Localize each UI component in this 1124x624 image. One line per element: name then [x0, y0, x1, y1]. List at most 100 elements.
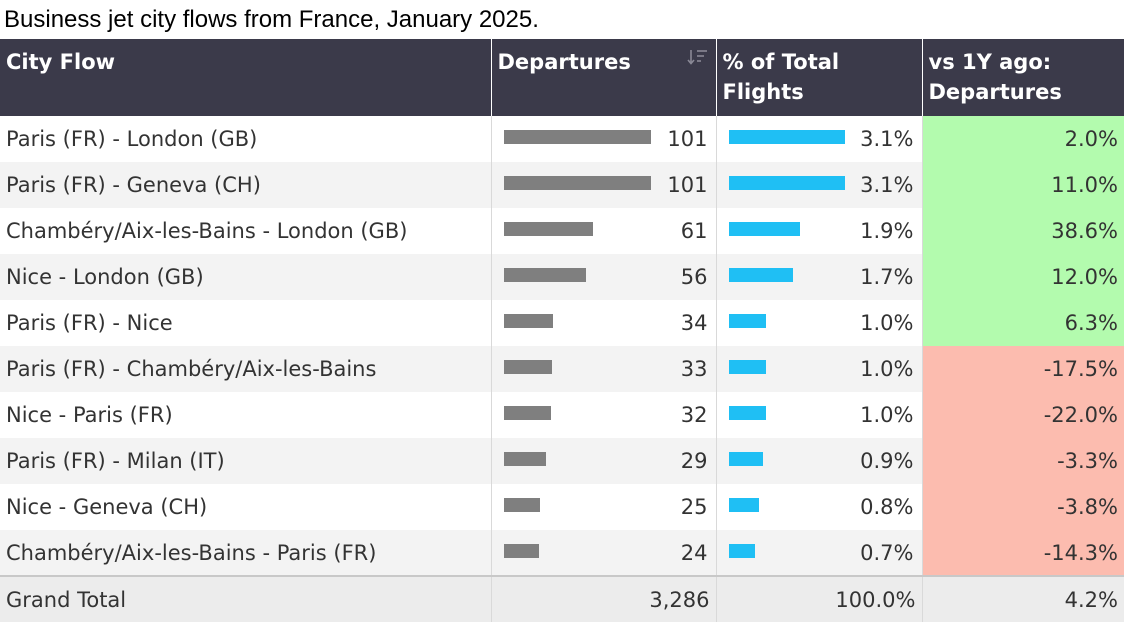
pct-total-bar [728, 544, 755, 558]
departures-value: 56 [680, 265, 708, 289]
vs-1y-cell: 38.6% [922, 208, 1124, 254]
sort-descending-icon[interactable] [686, 48, 708, 66]
city-flow-cell: Chambéry/Aix-les-Bains - Paris (FR) [0, 530, 492, 576]
departures-cell: 33 [491, 346, 717, 392]
grand-total-vs-1y: 4.2% [922, 575, 1124, 622]
pct-total-cell: 0.9% [716, 438, 923, 484]
departures-bar [503, 498, 540, 512]
pct-total-value: 3.1% [860, 127, 914, 151]
departures-bar [503, 360, 552, 374]
pct-total-bar [728, 360, 766, 374]
table-header-row: City Flow Departures % of Total Flights … [0, 39, 1124, 116]
pct-total-value: 0.8% [860, 495, 914, 519]
departures-bar [503, 406, 551, 420]
table-row[interactable]: Paris (FR) - London (GB) 101 3.1% 2.0% [0, 116, 1124, 162]
departures-cell: 32 [491, 392, 717, 438]
grand-total-row: Grand Total 3,286 100.0% 4.2% [0, 575, 1124, 622]
header-departures[interactable]: Departures [491, 39, 717, 116]
city-flow-cell: Chambéry/Aix-les-Bains - London (GB) [0, 208, 492, 254]
pct-total-cell: 0.7% [716, 530, 923, 576]
pct-total-bar [728, 176, 845, 190]
departures-bar [503, 176, 651, 190]
pct-total-cell: 3.1% [716, 116, 923, 162]
table-row[interactable]: Paris (FR) - Chambéry/Aix-les-Bains 33 1.0… [0, 346, 1124, 392]
grand-total-departures: 3,286 [491, 575, 717, 622]
pct-total-value: 0.7% [860, 541, 914, 565]
departures-cell: 56 [491, 254, 717, 300]
departures-cell: 61 [491, 208, 717, 254]
table-row[interactable]: Chambéry/Aix-les-Bains - London (GB) 61 1.… [0, 208, 1124, 254]
header-pct-total-label: % of Total Flights [722, 50, 840, 104]
pct-total-bar [728, 314, 766, 328]
departures-value: 101 [667, 127, 708, 151]
city-flow-cell: Paris (FR) - Nice [0, 300, 492, 346]
table-row[interactable]: Chambéry/Aix-les-Bains - Paris (FR) 24 0.7… [0, 530, 1124, 576]
pct-total-cell: 1.0% [716, 300, 923, 346]
table-row[interactable]: Nice - Paris (FR) 32 1.0% -22.0% [0, 392, 1124, 438]
pct-total-cell: 1.0% [716, 392, 923, 438]
table-row[interactable]: Paris (FR) - Milan (IT) 29 0.9% -3.3% [0, 438, 1124, 484]
header-city-flow-label: City Flow [6, 50, 116, 74]
pct-total-bar [728, 452, 763, 466]
pct-total-cell: 1.9% [716, 208, 923, 254]
pct-total-value: 1.0% [860, 357, 914, 381]
pct-total-cell: 1.0% [716, 346, 923, 392]
header-city-flow[interactable]: City Flow [0, 39, 492, 116]
pct-total-bar [728, 268, 793, 282]
city-flow-cell: Nice - Paris (FR) [0, 392, 492, 438]
header-departures-label: Departures [497, 50, 631, 74]
pct-total-value: 0.9% [860, 449, 914, 473]
city-flow-cell: Paris (FR) - Milan (IT) [0, 438, 492, 484]
pct-total-bar [728, 222, 800, 236]
departures-bar [503, 268, 586, 282]
city-flow-cell: Paris (FR) - Geneva (CH) [0, 162, 492, 208]
header-pct-total[interactable]: % of Total Flights [716, 39, 923, 116]
city-flow-cell: Nice - Geneva (CH) [0, 484, 492, 530]
departures-cell: 29 [491, 438, 717, 484]
header-vs-1y[interactable]: vs 1Y ago: Departures [922, 39, 1124, 116]
pct-total-bar [728, 130, 845, 144]
pct-total-cell: 1.7% [716, 254, 923, 300]
header-vs-1y-label: vs 1Y ago: Departures [928, 50, 1062, 104]
vs-1y-cell: 12.0% [922, 254, 1124, 300]
departures-value: 24 [680, 541, 708, 565]
table-body: Paris (FR) - London (GB) 101 3.1% 2.0% Paris… [0, 116, 1124, 576]
departures-value: 33 [680, 357, 708, 381]
table-row[interactable]: Paris (FR) - Geneva (CH) 101 3.1% 11.0% [0, 162, 1124, 208]
vs-1y-cell: 2.0% [922, 116, 1124, 162]
page-title: Business jet city flows from France, Jan… [4, 6, 539, 33]
departures-bar [503, 544, 539, 558]
vs-1y-cell: -3.3% [922, 438, 1124, 484]
vs-1y-cell: -14.3% [922, 530, 1124, 576]
table-row[interactable]: Nice - Geneva (CH) 25 0.8% -3.8% [0, 484, 1124, 530]
departures-cell: 24 [491, 530, 717, 576]
vs-1y-cell: -22.0% [922, 392, 1124, 438]
pct-total-value: 1.0% [860, 311, 914, 335]
vs-1y-cell: 6.3% [922, 300, 1124, 346]
city-flow-cell: Paris (FR) - Chambéry/Aix-les-Bains [0, 346, 492, 392]
pct-total-value: 1.7% [860, 265, 914, 289]
pct-total-cell: 0.8% [716, 484, 923, 530]
vs-1y-cell: -17.5% [922, 346, 1124, 392]
departures-cell: 34 [491, 300, 717, 346]
city-flow-table: City Flow Departures % of Total Flights … [0, 39, 1124, 622]
table-row[interactable]: Nice - London (GB) 56 1.7% 12.0% [0, 254, 1124, 300]
departures-value: 34 [680, 311, 708, 335]
city-flow-cell: Nice - London (GB) [0, 254, 492, 300]
departures-value: 101 [667, 173, 708, 197]
departures-cell: 101 [491, 116, 717, 162]
vs-1y-cell: 11.0% [922, 162, 1124, 208]
departures-cell: 101 [491, 162, 717, 208]
city-flow-cell: Paris (FR) - London (GB) [0, 116, 492, 162]
departures-bar [503, 452, 546, 466]
grand-total-pct: 100.0% [716, 575, 923, 622]
pct-total-value: 3.1% [860, 173, 914, 197]
departures-bar [503, 130, 651, 144]
pct-total-cell: 3.1% [716, 162, 923, 208]
grand-total-label: Grand Total [0, 575, 492, 622]
table-row[interactable]: Paris (FR) - Nice 34 1.0% 6.3% [0, 300, 1124, 346]
pct-total-value: 1.9% [860, 219, 914, 243]
departures-value: 61 [680, 219, 708, 243]
departures-value: 32 [680, 403, 708, 427]
pct-total-value: 1.0% [860, 403, 914, 427]
